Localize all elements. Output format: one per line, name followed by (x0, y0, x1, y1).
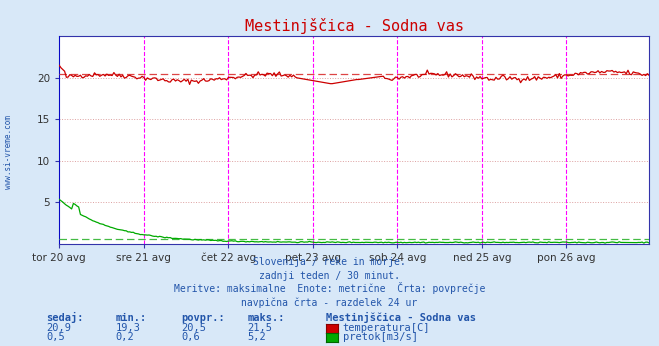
Text: sedaj:: sedaj: (46, 312, 84, 323)
Text: 0,5: 0,5 (46, 332, 65, 342)
Text: zadnji teden / 30 minut.: zadnji teden / 30 minut. (259, 271, 400, 281)
Text: 0,2: 0,2 (115, 332, 134, 342)
Text: Mestinjščica - Sodna vas: Mestinjščica - Sodna vas (326, 312, 476, 323)
Text: 19,3: 19,3 (115, 323, 140, 333)
Text: temperatura[C]: temperatura[C] (343, 323, 430, 333)
Text: 5,2: 5,2 (247, 332, 266, 342)
Text: 20,5: 20,5 (181, 323, 206, 333)
Text: 20,9: 20,9 (46, 323, 71, 333)
Text: povpr.:: povpr.: (181, 313, 225, 323)
Text: Slovenija / reke in morje.: Slovenija / reke in morje. (253, 257, 406, 267)
Text: www.si-vreme.com: www.si-vreme.com (4, 115, 13, 189)
Text: 0,6: 0,6 (181, 332, 200, 342)
Text: pretok[m3/s]: pretok[m3/s] (343, 332, 418, 342)
Text: maks.:: maks.: (247, 313, 285, 323)
Text: navpična črta - razdelek 24 ur: navpična črta - razdelek 24 ur (241, 298, 418, 308)
Text: Meritve: maksimalne  Enote: metrične  Črta: povprečje: Meritve: maksimalne Enote: metrične Črta… (174, 282, 485, 294)
Title: Mestinjščica - Sodna vas: Mestinjščica - Sodna vas (244, 18, 464, 34)
Text: min.:: min.: (115, 313, 146, 323)
Text: 21,5: 21,5 (247, 323, 272, 333)
